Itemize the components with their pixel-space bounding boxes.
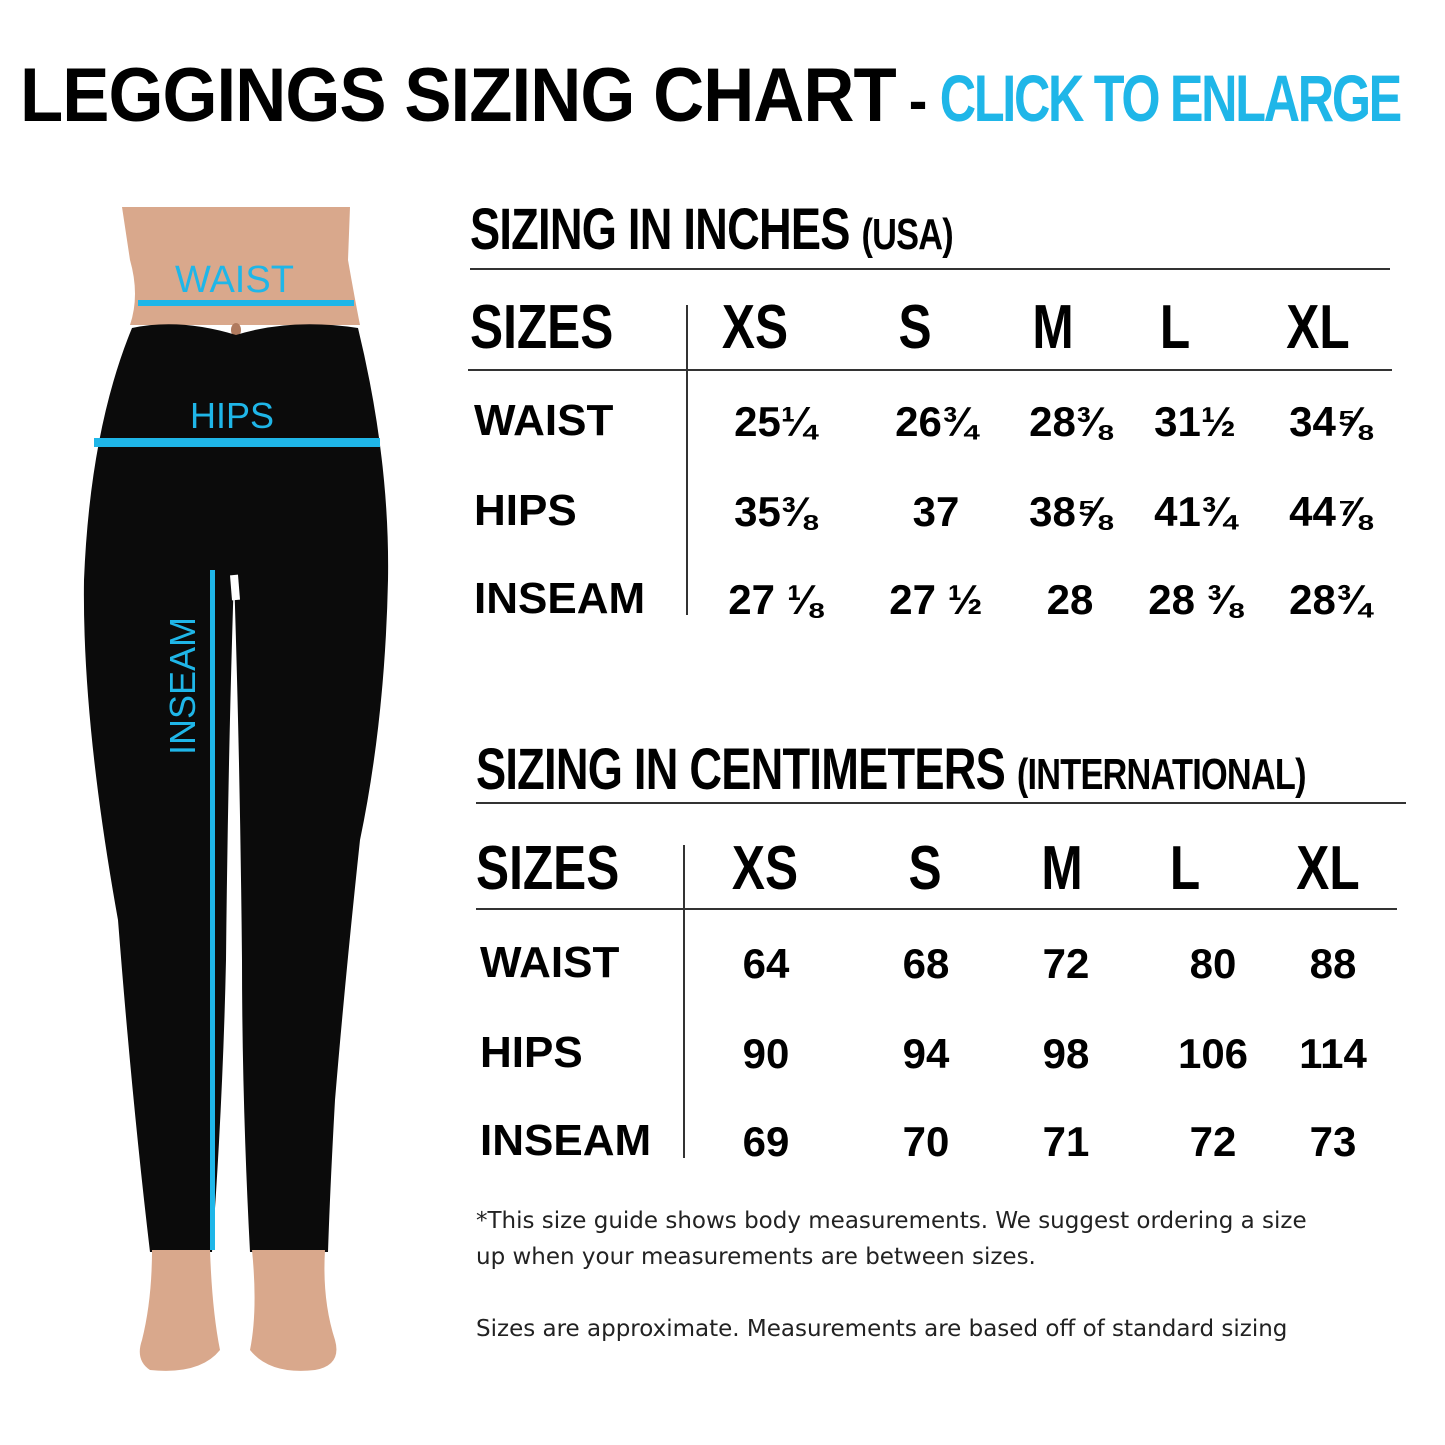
column-divider	[683, 845, 685, 1158]
right-foot	[250, 1250, 337, 1371]
leggings-figure: WAIST HIPS INSEAM	[83, 207, 389, 1371]
table-cell: 28⅜	[1029, 398, 1111, 445]
title-underline	[470, 268, 1390, 270]
table-cell: 37	[912, 488, 960, 535]
table-cell: 25¼	[734, 398, 816, 445]
column-divider	[686, 305, 688, 615]
row-label-waist: WAIST	[474, 396, 614, 445]
table-cell: 68	[902, 940, 950, 987]
hips-line	[94, 438, 380, 447]
section-subtitle: (USA)	[861, 210, 953, 259]
table-cell: 34⅝	[1289, 398, 1371, 445]
table-cell: 106	[1177, 1030, 1249, 1077]
row-label-inseam: INSEAM	[474, 574, 646, 623]
table-cell: 41¾	[1154, 488, 1236, 535]
size-header-s: S	[908, 834, 942, 903]
navel	[231, 323, 241, 337]
table-cell: 69	[742, 1118, 790, 1165]
table-cell: 38⅝	[1029, 488, 1111, 535]
page-title: LEGGINGS SIZING CHART - CLICK TO ENLARGE	[20, 52, 1445, 139]
click-to-enlarge-link[interactable]: CLICK TO ENLARGE	[939, 61, 1401, 135]
title-underline	[476, 802, 1406, 804]
waist-label: WAIST	[175, 259, 294, 301]
table-cell: 26¾	[895, 398, 977, 445]
table-cell: 64	[742, 940, 790, 987]
table-cell: 80	[1189, 940, 1237, 987]
table-cell: 88	[1309, 940, 1357, 987]
table-cell: 28 ⅜	[1148, 576, 1242, 623]
table-cell: 44⅞	[1289, 488, 1371, 535]
title-separator: -	[908, 67, 928, 134]
sizes-header: SIZES	[470, 293, 614, 362]
table-cell: 35⅜	[734, 488, 816, 535]
table-cell: 94	[902, 1030, 950, 1077]
table-cell: 98	[1042, 1030, 1090, 1077]
row-label-hips: HIPS	[480, 1028, 583, 1077]
size-header-s: S	[898, 293, 932, 362]
table-cell: 72	[1189, 1118, 1237, 1165]
inseam-label: INSEAM	[162, 617, 203, 755]
size-header-xl: XL	[1286, 293, 1350, 362]
size-header-l: L	[1169, 834, 1201, 903]
size-header-xs: XS	[731, 834, 799, 903]
section-title-text: SIZING IN INCHES	[470, 197, 850, 262]
inches-title: SIZING IN INCHES (USA)	[470, 196, 954, 263]
header-divider	[476, 908, 1397, 910]
header-divider	[468, 369, 1392, 371]
table-cell: 28¾	[1289, 576, 1371, 623]
row-label-inseam: INSEAM	[480, 1116, 652, 1165]
table-cell: 73	[1309, 1118, 1357, 1165]
hips-label: HIPS	[190, 395, 274, 436]
waist-line	[138, 300, 354, 306]
note-line-2: up when your measurements are between si…	[476, 1244, 1036, 1270]
table-cell: 27 ½	[889, 576, 983, 623]
size-header-m: M	[1041, 834, 1083, 903]
row-label-waist: WAIST	[480, 938, 620, 987]
row-label-hips: HIPS	[474, 486, 577, 535]
sizes-header: SIZES	[476, 834, 620, 903]
table-cell: 31½	[1154, 398, 1236, 445]
title-text: LEGGINGS SIZING CHART	[20, 53, 897, 138]
size-header-m: M	[1032, 293, 1074, 362]
left-foot	[139, 1250, 220, 1371]
table-cell: 70	[902, 1118, 950, 1165]
table-cell: 72	[1042, 940, 1090, 987]
size-header-l: L	[1159, 293, 1191, 362]
table-cell: 114	[1299, 1030, 1367, 1077]
leggings	[83, 324, 389, 1253]
size-header-xs: XS	[721, 293, 789, 362]
table-cell: 71	[1042, 1118, 1090, 1165]
section-subtitle: (INTERNATIONAL)	[1016, 750, 1307, 799]
note-line-1: *This size guide shows body measurements…	[476, 1208, 1307, 1234]
table-cell: 90	[742, 1030, 790, 1077]
table-cell: 27 ⅛	[728, 576, 822, 623]
inseam-line	[210, 570, 215, 1250]
table-cell: 28	[1046, 576, 1094, 623]
note-line-3: Sizes are approximate. Measurements are …	[476, 1316, 1288, 1342]
size-header-xl: XL	[1296, 834, 1360, 903]
centimeters-title: SIZING IN CENTIMETERS (INTERNATIONAL)	[476, 736, 1306, 803]
section-title-text: SIZING IN CENTIMETERS	[476, 737, 1006, 802]
torso-skin	[122, 207, 360, 325]
